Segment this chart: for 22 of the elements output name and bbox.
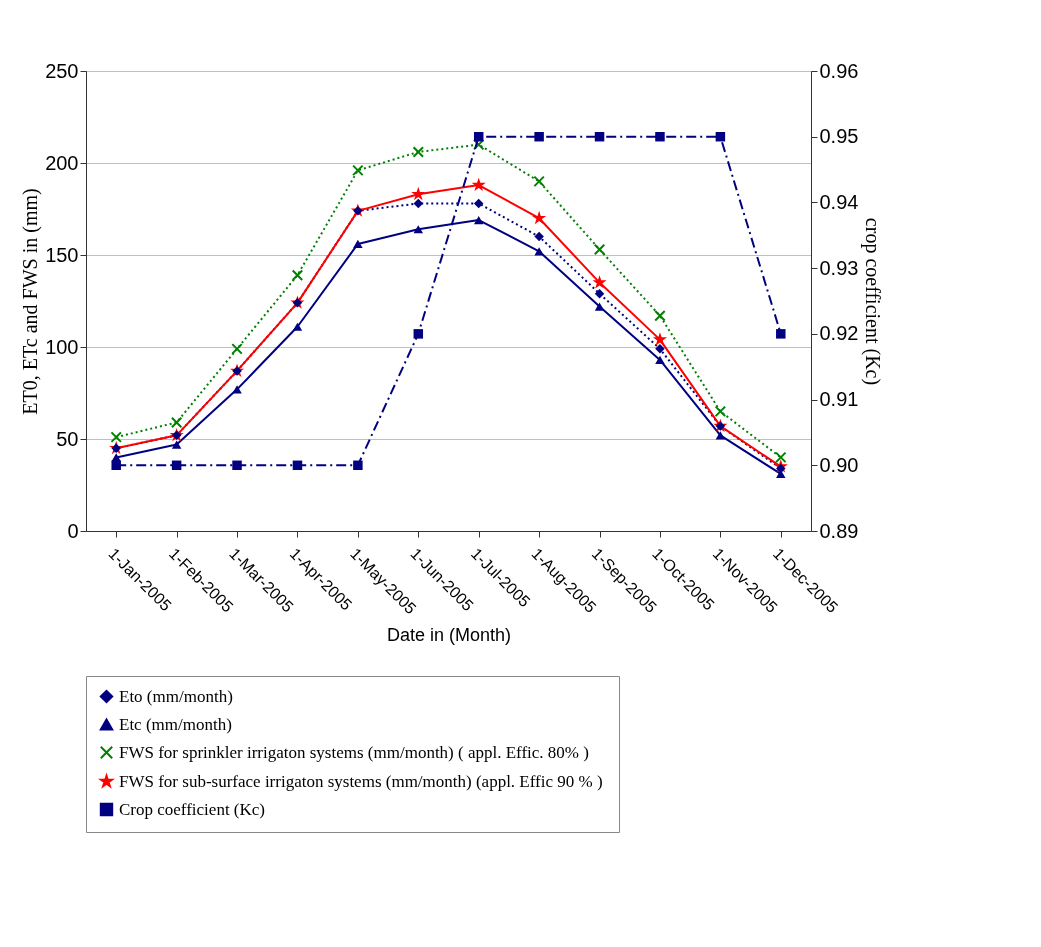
y2-tick-label: 0.94 <box>819 190 859 213</box>
y-tick-label: 200 <box>45 151 79 174</box>
legend-label: Etc (mm/month) <box>119 714 232 734</box>
y2-tick-label: 0.93 <box>819 256 859 279</box>
legend-label: Eto (mm/month) <box>119 686 233 706</box>
legend-label: Crop coefficient (Kc) <box>119 799 266 819</box>
y-axis-title: ET0, ETc and FWS in (mm) <box>19 188 43 415</box>
y2-tick-label: 0.95 <box>819 125 859 148</box>
y2-tick-label: 0.96 <box>819 59 859 82</box>
y-tick-label: 0 <box>67 519 79 542</box>
y-tick-label: 50 <box>56 427 79 450</box>
legend-label: FWS for sub-surface irrigaton systems (mm/month) (appl. Effic 90 % ) <box>119 771 603 791</box>
x-axis-title: Date in (Month) <box>386 625 512 646</box>
legend-label: FWS for sprinkler irrigaton systems (mm/month) ( appl. Effic. 80% ) <box>119 742 589 762</box>
y-tick-label: 100 <box>45 335 79 358</box>
y-tick-label: 250 <box>45 59 79 82</box>
y2-tick-label: 0.89 <box>819 519 859 542</box>
y2-tick-label: 0.92 <box>819 322 859 345</box>
y2-tick-label: 0.90 <box>819 453 859 476</box>
y2-tick-label: 0.91 <box>819 388 859 411</box>
y2-axis-title: crop coefficient (Kc) <box>861 217 885 386</box>
y-tick-label: 150 <box>45 243 79 266</box>
